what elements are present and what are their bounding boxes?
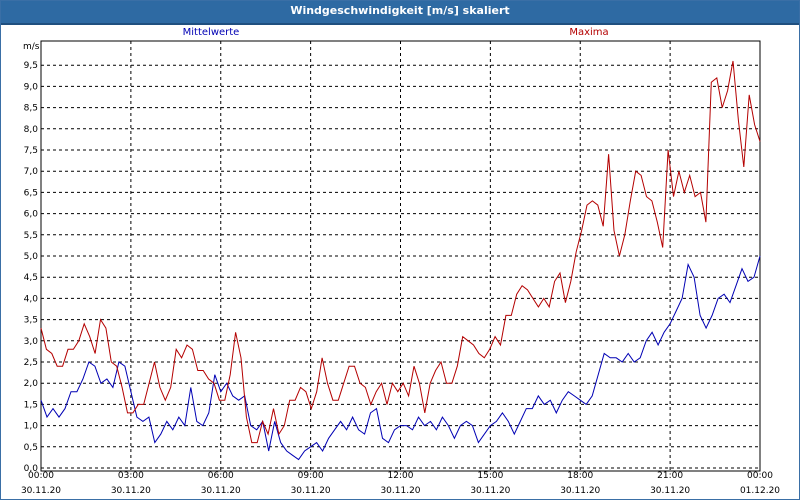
y-tick-label: 8,5	[24, 104, 38, 114]
x-tick-time: 00:00	[28, 471, 54, 481]
x-tick-date: 30.11.20	[470, 486, 510, 496]
x-tick-time: 06:00	[208, 471, 234, 481]
plot-area	[40, 40, 761, 472]
y-tick-label: 2,5	[24, 358, 38, 368]
x-tick-time: 09:00	[298, 471, 324, 481]
series-lines	[40, 60, 761, 461]
y-tick-label: 3,0	[24, 337, 39, 347]
y-tick-label: 6,5	[24, 188, 38, 198]
x-tick-date: 30.11.20	[291, 486, 331, 496]
y-axis-unit: m/s	[23, 42, 40, 52]
x-tick-date: 30.11.20	[111, 486, 151, 496]
legend-mittelwerte: Mittelwerte	[183, 27, 240, 38]
y-tick-label: 7,0	[24, 167, 39, 177]
x-tick-time: 15:00	[477, 471, 503, 481]
x-axis-ticks: 00:00 30.11.20 03:00 30.11.20 06:00 30.11.20 0…	[21, 471, 780, 496]
x-tick-time: 00:00	[747, 471, 773, 481]
y-tick-label: 8,0	[24, 125, 39, 135]
window-title: Windgeschwindigkeit [m/s] skaliert	[1, 1, 799, 25]
y-tick-label: 4,5	[24, 273, 38, 283]
series-line-maxima	[40, 60, 761, 444]
x-tick-time: 12:00	[388, 471, 414, 481]
x-tick-date: 30.11.20	[650, 486, 690, 496]
y-tick-label: 0,5	[24, 443, 38, 453]
y-tick-label: 7,5	[24, 146, 38, 156]
y-tick-label: 5,0	[24, 252, 39, 262]
y-tick-label: 2,0	[24, 379, 39, 389]
y-tick-label: 1,5	[24, 400, 38, 410]
x-tick-date: 30.11.20	[560, 486, 600, 496]
x-tick-time: 21:00	[657, 471, 683, 481]
series-line-mittelwerte	[40, 255, 761, 461]
x-tick-time: 03:00	[118, 471, 144, 481]
wind-speed-chart: Mittelwerte Maxima m/s 0,0 0,5 1,0 1,5 2,0 2,…	[21, 27, 780, 496]
y-tick-label: 3,5	[24, 316, 38, 326]
legend-maxima: Maxima	[569, 27, 608, 38]
x-tick-date: 30.11.20	[380, 486, 420, 496]
y-axis-ticks: 0,0 0,5 1,0 1,5 2,0 2,5 3,0 3,5 4,0 4,5 5,0 5,5 6,0 6…	[24, 61, 39, 474]
y-tick-label: 6,0	[24, 210, 39, 220]
y-tick-label: 1,0	[24, 422, 39, 432]
x-tick-date: 30.11.20	[201, 486, 241, 496]
y-tick-label: 9,0	[24, 82, 39, 92]
y-tick-label: 5,5	[24, 231, 38, 241]
x-tick-date: 01.12.20	[740, 486, 780, 496]
y-tick-label: 9,5	[24, 61, 38, 71]
y-tick-label: 0,0	[24, 464, 39, 474]
y-tick-label: 4,0	[24, 294, 39, 304]
x-tick-date: 30.11.20	[21, 486, 61, 496]
x-tick-time: 18:00	[567, 471, 593, 481]
